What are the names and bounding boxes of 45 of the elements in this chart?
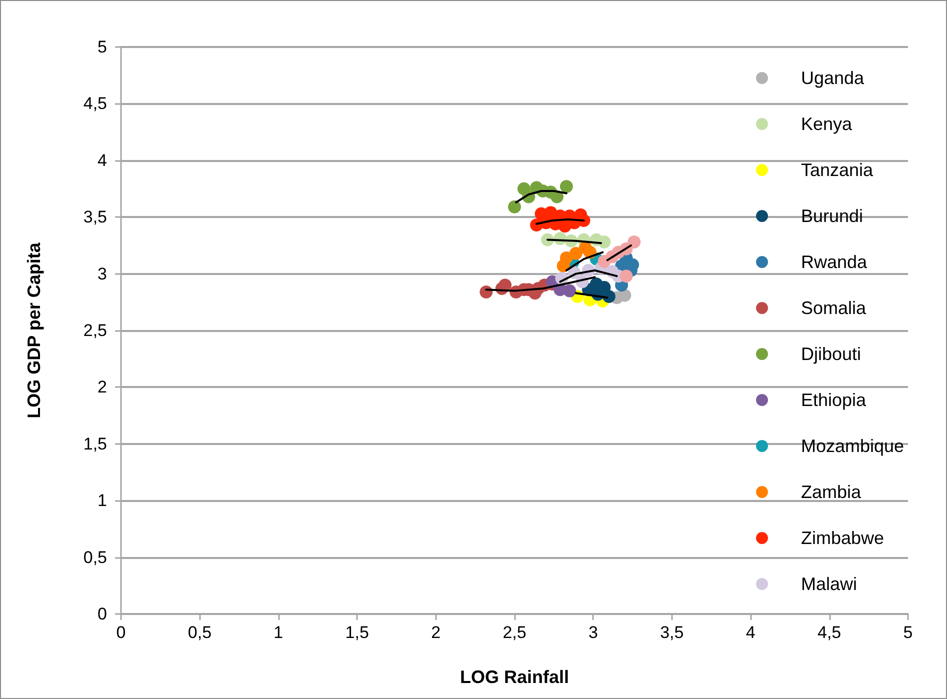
x-tick-label: 5 (903, 623, 913, 642)
legend-label: Ethiopia (801, 390, 868, 410)
x-tick-label: 3 (588, 623, 598, 642)
x-tick-label: 0,5 (188, 623, 212, 642)
point (508, 200, 521, 214)
x-axis-title: LOG Rainfall (460, 667, 570, 687)
legend-label: Zambia (801, 482, 862, 502)
y-tick-label: 0,5 (83, 548, 107, 567)
legend-label: Malawi (801, 574, 858, 594)
legend-label: Tanzania (801, 160, 874, 180)
legend-label: Mozambique (801, 436, 904, 456)
legend-label: Zimbabwe (801, 528, 884, 548)
x-tick-label: 2 (431, 623, 441, 642)
x-tick-label: 4 (746, 623, 756, 642)
x-tick-label: 3,5 (660, 623, 684, 642)
y-tick-label: 1 (98, 491, 107, 510)
point (563, 284, 576, 298)
x-tick-label: 1,5 (345, 623, 369, 642)
y-tick-label: 2 (98, 378, 107, 397)
y-tick-label: 4,5 (83, 94, 107, 114)
x-tick-label: 4,5 (817, 623, 842, 642)
y-tick-label: 4 (98, 150, 107, 170)
legend-label: Djibouti (801, 344, 862, 364)
legend-label: Uganda (801, 68, 866, 88)
y-axis-title: LOG GDP per Capita (24, 242, 44, 418)
point (560, 180, 573, 193)
point (620, 270, 633, 283)
y-tick-label: 0 (98, 604, 107, 624)
legend-label: Burundi (801, 206, 864, 226)
point (569, 246, 582, 260)
x-tick-label: 0 (116, 623, 126, 642)
y-tick-label: 2,5 (83, 321, 107, 340)
x-tick-label: 1 (274, 623, 284, 642)
legend-label: Rwanda (801, 252, 868, 272)
y-tick-label: 3 (98, 264, 107, 284)
y-tick-label: 3,5 (83, 208, 107, 227)
x-tick-label: 2,5 (502, 623, 526, 642)
point (602, 290, 616, 303)
legend-label: Kenya (801, 114, 854, 134)
point (556, 259, 570, 272)
y-tick-label: 5 (98, 38, 107, 56)
point (598, 236, 611, 249)
y-tick-label: 1,5 (83, 434, 107, 454)
point (628, 236, 641, 249)
legend-label: Somalia (801, 298, 868, 318)
